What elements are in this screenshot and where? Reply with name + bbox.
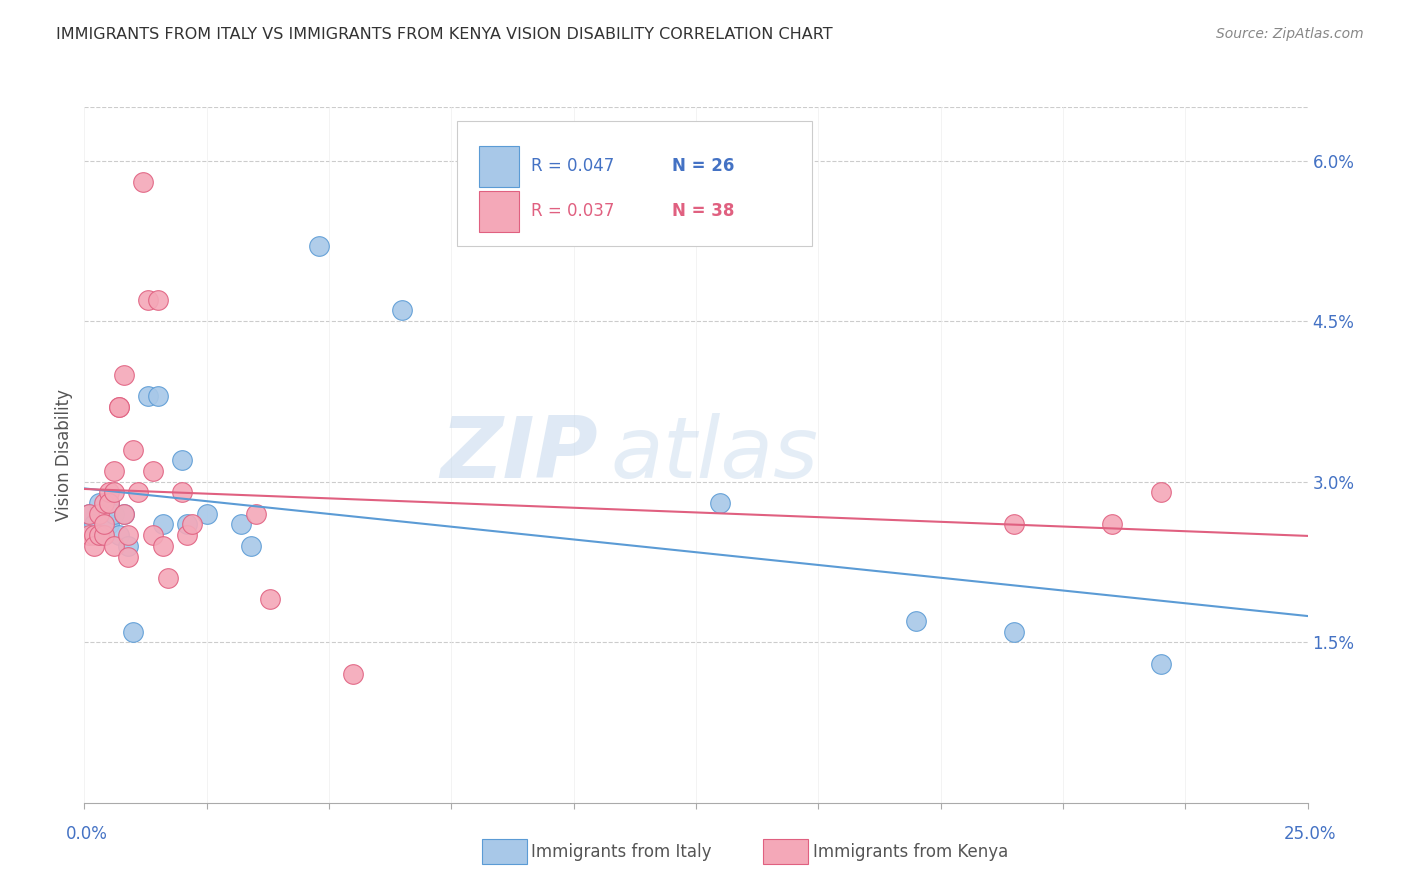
- Point: [176, 528, 198, 542]
- Point: [93, 528, 115, 542]
- Text: R = 0.047: R = 0.047: [531, 157, 614, 175]
- Point: [107, 528, 129, 542]
- Point: [112, 507, 135, 521]
- Point: [103, 507, 125, 521]
- Y-axis label: Vision Disability: Vision Disability: [55, 389, 73, 521]
- Point: [83, 517, 105, 532]
- Text: R = 0.037: R = 0.037: [531, 202, 614, 220]
- Point: [117, 528, 139, 542]
- Point: [152, 517, 174, 532]
- Point: [1002, 624, 1025, 639]
- Point: [87, 528, 110, 542]
- Point: [77, 507, 100, 521]
- Point: [103, 539, 125, 553]
- Text: 0.0%: 0.0%: [66, 825, 108, 843]
- Point: [87, 528, 110, 542]
- Point: [136, 293, 159, 307]
- Point: [181, 517, 204, 532]
- Point: [93, 517, 115, 532]
- Point: [1002, 517, 1025, 532]
- Point: [93, 496, 115, 510]
- Point: [97, 496, 120, 510]
- Point: [176, 517, 198, 532]
- Text: 25.0%: 25.0%: [1284, 825, 1337, 843]
- Point: [77, 507, 100, 521]
- Point: [107, 400, 129, 414]
- Point: [136, 389, 159, 403]
- Point: [117, 539, 139, 553]
- Point: [103, 464, 125, 478]
- Point: [127, 485, 149, 500]
- Point: [146, 389, 169, 403]
- Point: [107, 400, 129, 414]
- Point: [146, 293, 169, 307]
- Point: [83, 539, 105, 553]
- Text: Immigrants from Italy: Immigrants from Italy: [531, 843, 711, 861]
- Text: Source: ZipAtlas.com: Source: ZipAtlas.com: [1216, 27, 1364, 41]
- Text: atlas: atlas: [610, 413, 818, 497]
- Point: [391, 303, 413, 318]
- Point: [97, 517, 120, 532]
- Point: [132, 175, 155, 189]
- Point: [342, 667, 364, 681]
- Point: [117, 549, 139, 564]
- Point: [1101, 517, 1123, 532]
- Point: [112, 507, 135, 521]
- Point: [97, 485, 120, 500]
- Point: [245, 507, 267, 521]
- Point: [172, 453, 194, 467]
- Text: N = 26: N = 26: [672, 157, 734, 175]
- Text: ZIP: ZIP: [440, 413, 598, 497]
- Point: [239, 539, 262, 553]
- FancyBboxPatch shape: [457, 121, 813, 246]
- FancyBboxPatch shape: [479, 145, 519, 186]
- Point: [112, 368, 135, 382]
- Point: [142, 528, 165, 542]
- Point: [156, 571, 179, 585]
- Point: [83, 528, 105, 542]
- Point: [77, 528, 100, 542]
- Point: [172, 485, 194, 500]
- Text: IMMIGRANTS FROM ITALY VS IMMIGRANTS FROM KENYA VISION DISABILITY CORRELATION CHA: IMMIGRANTS FROM ITALY VS IMMIGRANTS FROM…: [56, 27, 832, 42]
- Point: [709, 496, 731, 510]
- Point: [229, 517, 252, 532]
- Point: [93, 528, 115, 542]
- Point: [87, 507, 110, 521]
- Text: N = 38: N = 38: [672, 202, 734, 220]
- Point: [259, 592, 281, 607]
- Point: [1150, 657, 1173, 671]
- Point: [97, 496, 120, 510]
- Text: Immigrants from Kenya: Immigrants from Kenya: [813, 843, 1008, 861]
- Point: [308, 239, 330, 253]
- FancyBboxPatch shape: [479, 191, 519, 232]
- Point: [87, 496, 110, 510]
- Point: [195, 507, 218, 521]
- Point: [142, 464, 165, 478]
- Point: [1150, 485, 1173, 500]
- Point: [905, 614, 928, 628]
- Point: [103, 485, 125, 500]
- Point: [122, 624, 145, 639]
- Point: [122, 442, 145, 457]
- Point: [152, 539, 174, 553]
